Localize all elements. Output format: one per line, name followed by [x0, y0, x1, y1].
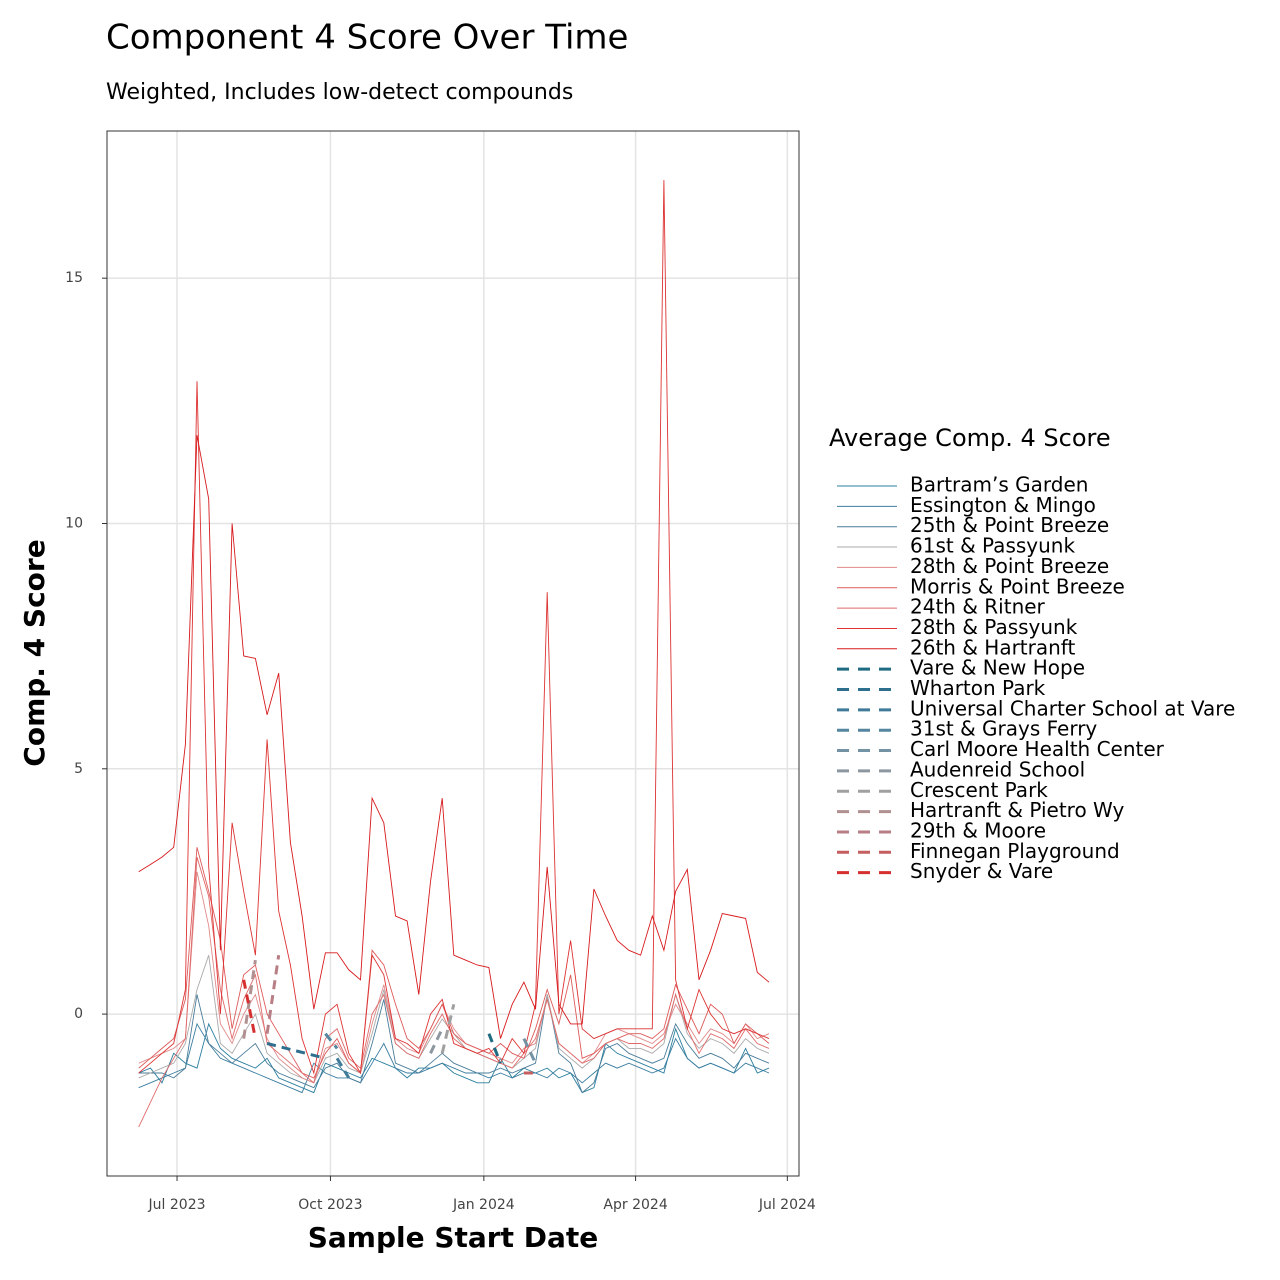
series-line [138, 1022, 770, 1094]
legend-label: Universal Charter School at Vare [910, 696, 1235, 720]
series-line [242, 959, 257, 1039]
legend-label: Vare & New Hope [910, 656, 1085, 680]
series-line [487, 1033, 502, 1064]
series-line [138, 871, 770, 1084]
legend-label: Bartram’s Garden [910, 473, 1088, 497]
legend-label: 28th & Passyunk [910, 615, 1078, 639]
series-line [335, 1057, 351, 1079]
legend-label: Snyder & Vare [910, 859, 1053, 883]
y-tick-label: 10 [65, 515, 83, 531]
x-tick-label: Oct 2023 [298, 1197, 362, 1213]
legend-label: Crescent Park [910, 778, 1048, 802]
series-line [138, 180, 770, 1075]
series-line [265, 954, 281, 1034]
legend-label: Audenreid School [910, 757, 1085, 781]
series-line [138, 856, 770, 1128]
series-line [138, 847, 770, 1079]
y-tick-label: 5 [74, 761, 83, 777]
x-tick-label: Jul 2023 [148, 1197, 206, 1213]
chart-title: Component 4 Score Over Time [106, 18, 628, 58]
y-tick-label: 0 [74, 1006, 83, 1022]
series-line [138, 435, 770, 1039]
legend-label: 31st & Grays Ferry [910, 717, 1097, 741]
legend-label: 28th & Point Breeze [910, 554, 1109, 578]
legend-label: Wharton Park [910, 676, 1046, 700]
legend-title: Average Comp. 4 Score [829, 424, 1111, 452]
legend-label: 61st & Passyunk [910, 534, 1075, 558]
x-axis-label: Sample Start Date [308, 1221, 599, 1254]
plot-frame [106, 130, 800, 1177]
legend-label: 24th & Ritner [910, 595, 1046, 619]
legend-label: 25th & Point Breeze [910, 513, 1109, 537]
legend-label: 26th & Hartranft [910, 635, 1075, 659]
y-axis-label: Comp. 4 Score [18, 539, 51, 766]
legend-label: Carl Moore Health Center [910, 737, 1165, 761]
x-tick-label: Jul 2024 [758, 1197, 816, 1213]
y-tick-label: 15 [65, 270, 83, 286]
series-line [429, 1028, 444, 1054]
series-line [242, 979, 257, 1039]
x-tick-label: Apr 2024 [603, 1197, 667, 1213]
legend-label: Finnegan Playground [910, 839, 1120, 863]
series-line [266, 1042, 326, 1060]
series-line [440, 1003, 456, 1054]
legend-label: 29th & Moore [910, 818, 1046, 842]
series-line [138, 1022, 770, 1094]
legend-label: Essington & Mingo [910, 493, 1096, 517]
x-tick-label: Jan 2024 [452, 1197, 515, 1213]
series-line [522, 1037, 537, 1064]
legend-label: Hartranft & Pietro Wy [910, 798, 1124, 822]
chart-subtitle: Weighted, Includes low-detect compounds [106, 80, 573, 105]
legend-label: Morris & Point Breeze [910, 574, 1125, 598]
series-line [138, 994, 770, 1094]
series-line [324, 1032, 339, 1050]
